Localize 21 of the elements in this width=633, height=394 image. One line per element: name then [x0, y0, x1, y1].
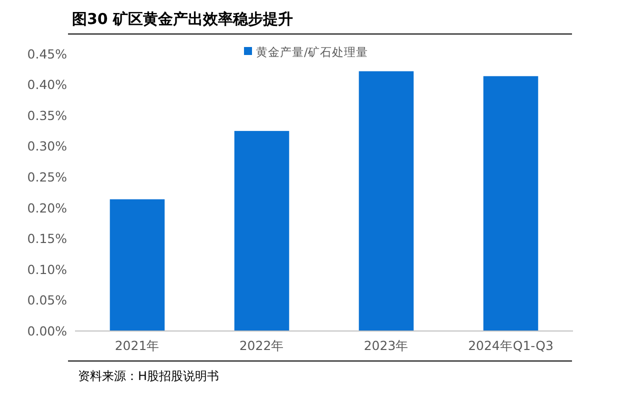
chart-title: 图30 矿区黄金产出效率稳步提升	[72, 10, 294, 28]
y-tick-label: 0.40%	[27, 77, 68, 92]
y-tick-label: 0.20%	[27, 200, 68, 216]
bar	[483, 76, 538, 331]
y-tick-label: 0.15%	[27, 231, 68, 246]
y-tick-label: 0.05%	[27, 292, 68, 308]
y-tick-label: 0.30%	[27, 138, 68, 154]
x-tick-label: 2022年	[239, 338, 284, 353]
x-tick-label: 2024年Q1-Q3	[468, 338, 554, 353]
legend-label: 黄金产量/矿石处理量	[256, 45, 368, 60]
bar	[110, 199, 165, 331]
y-tick-label: 0.45%	[27, 46, 68, 62]
bar	[358, 71, 414, 331]
y-tick-label: 0.35%	[27, 108, 68, 123]
y-tick-label: 0.10%	[27, 262, 68, 277]
y-tick-label: 0.00%	[27, 323, 68, 338]
bar	[234, 130, 290, 331]
x-tick-label: 2021年	[114, 338, 160, 353]
text: 资料来源：H股招股说明书	[78, 369, 220, 383]
y-tick-label: 0.25%	[27, 169, 68, 184]
x-tick-label: 2023年	[364, 338, 409, 353]
